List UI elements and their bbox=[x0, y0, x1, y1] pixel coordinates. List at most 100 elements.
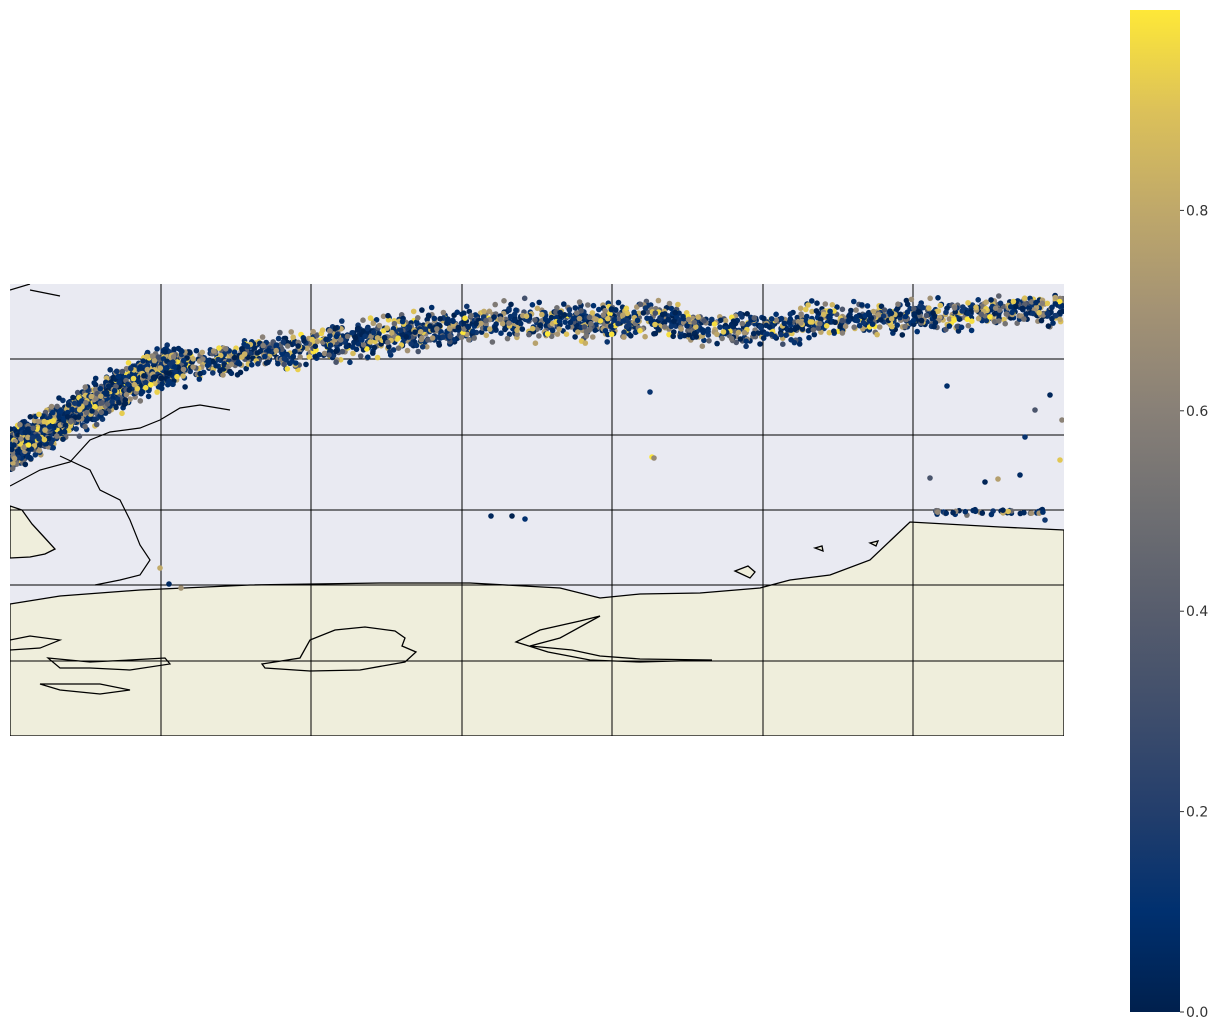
data-point bbox=[166, 378, 172, 384]
data-point bbox=[642, 305, 649, 311]
data-point bbox=[497, 316, 504, 322]
data-point bbox=[943, 510, 949, 516]
data-point bbox=[621, 329, 627, 336]
data-point bbox=[140, 358, 146, 364]
data-point bbox=[464, 303, 470, 310]
data-point bbox=[1019, 305, 1026, 312]
data-point bbox=[349, 330, 355, 336]
data-point bbox=[554, 331, 561, 337]
data-point bbox=[815, 325, 822, 331]
data-point bbox=[231, 354, 238, 361]
data-point bbox=[1007, 304, 1014, 310]
data-point bbox=[519, 326, 526, 332]
data-point bbox=[1017, 472, 1023, 478]
data-point bbox=[585, 302, 591, 308]
data-point bbox=[159, 381, 165, 387]
data-point bbox=[719, 335, 725, 342]
data-point bbox=[180, 366, 187, 373]
data-point bbox=[83, 399, 89, 406]
data-point bbox=[273, 343, 280, 350]
data-point bbox=[170, 354, 177, 360]
data-point bbox=[355, 341, 362, 347]
data-point bbox=[115, 373, 122, 380]
data-point bbox=[121, 401, 127, 408]
data-point bbox=[319, 327, 326, 334]
data-point bbox=[587, 326, 593, 333]
data-point bbox=[1050, 320, 1056, 326]
data-point bbox=[148, 382, 154, 388]
data-point bbox=[996, 318, 1002, 324]
data-point bbox=[281, 361, 288, 368]
data-point bbox=[462, 315, 468, 322]
data-point bbox=[910, 317, 917, 324]
data-point bbox=[406, 324, 413, 330]
data-point bbox=[1028, 510, 1035, 516]
data-point bbox=[706, 338, 712, 344]
data-point bbox=[637, 301, 644, 308]
data-point bbox=[735, 329, 742, 336]
central-island bbox=[260, 626, 418, 672]
data-point bbox=[615, 320, 621, 327]
data-point bbox=[359, 337, 365, 343]
data-point bbox=[397, 327, 404, 334]
data-point bbox=[478, 320, 484, 327]
data-point bbox=[61, 429, 68, 435]
data-point bbox=[979, 510, 986, 516]
data-point bbox=[389, 329, 395, 336]
data-point bbox=[937, 302, 944, 309]
data-point bbox=[422, 326, 429, 333]
data-point bbox=[700, 329, 707, 336]
data-point bbox=[701, 337, 707, 344]
data-point bbox=[553, 315, 559, 321]
data-point bbox=[695, 314, 701, 320]
data-point bbox=[709, 316, 715, 323]
data-point bbox=[92, 403, 98, 410]
data-point bbox=[166, 581, 172, 587]
data-point bbox=[927, 295, 933, 302]
data-point bbox=[817, 316, 824, 323]
data-point bbox=[343, 343, 350, 350]
data-point bbox=[14, 448, 21, 454]
data-point bbox=[888, 310, 895, 317]
data-point bbox=[672, 309, 679, 316]
data-point bbox=[951, 317, 957, 324]
data-point bbox=[763, 322, 770, 329]
data-point bbox=[946, 323, 953, 329]
data-point bbox=[894, 322, 900, 328]
data-point bbox=[180, 357, 187, 364]
data-point bbox=[330, 352, 337, 359]
data-point bbox=[131, 381, 138, 388]
data-point bbox=[57, 407, 64, 414]
colorbar-tick-label: 0.0 bbox=[1186, 1005, 1208, 1021]
data-point bbox=[826, 329, 833, 336]
data-point bbox=[491, 314, 497, 320]
data-point bbox=[417, 329, 424, 335]
data-point bbox=[279, 350, 285, 357]
data-point bbox=[48, 403, 55, 410]
data-point bbox=[514, 331, 520, 338]
data-point bbox=[88, 393, 95, 400]
data-point bbox=[930, 310, 937, 316]
data-point bbox=[29, 435, 36, 441]
data-point bbox=[125, 360, 132, 366]
data-point bbox=[180, 373, 186, 379]
data-point bbox=[154, 389, 160, 395]
data-point bbox=[935, 295, 941, 301]
data-point bbox=[562, 319, 568, 326]
data-point bbox=[809, 298, 815, 304]
data-point bbox=[498, 330, 504, 337]
data-point bbox=[581, 324, 588, 330]
data-point bbox=[923, 312, 930, 319]
data-point bbox=[273, 347, 280, 354]
data-point bbox=[701, 318, 707, 324]
data-point bbox=[309, 336, 316, 343]
data-point bbox=[975, 297, 981, 303]
data-point bbox=[152, 380, 158, 387]
data-point bbox=[213, 362, 219, 369]
data-point bbox=[561, 312, 568, 318]
data-point bbox=[395, 335, 401, 342]
data-point bbox=[113, 404, 119, 411]
data-point bbox=[170, 381, 176, 388]
data-point bbox=[27, 414, 34, 420]
data-point bbox=[71, 400, 78, 407]
